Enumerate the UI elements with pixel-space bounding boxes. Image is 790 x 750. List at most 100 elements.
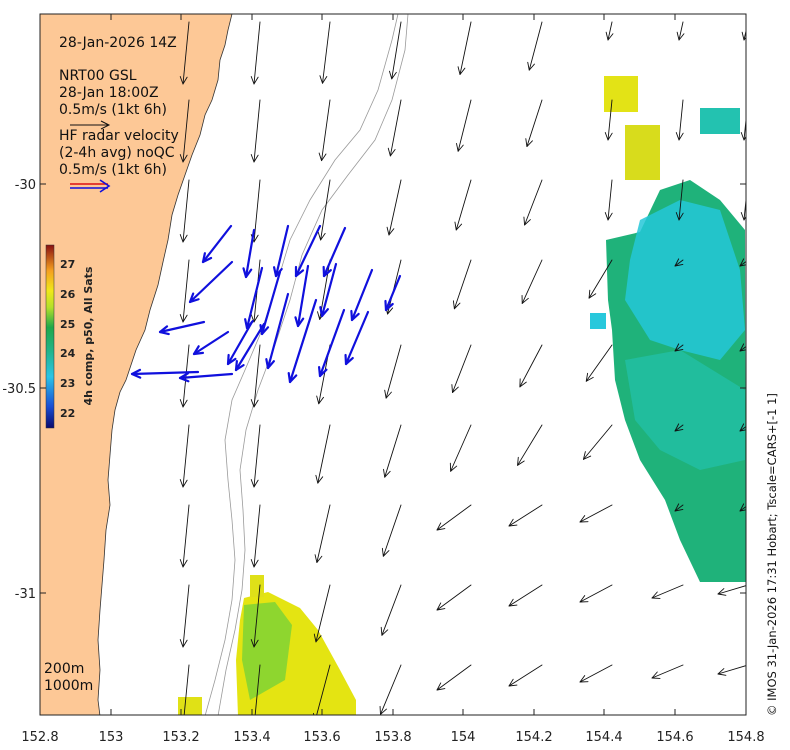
model-arrow bbox=[179, 259, 190, 323]
x-tick-152-8: 152.8 bbox=[21, 730, 58, 745]
x-tick-154-4: 154.4 bbox=[585, 730, 622, 745]
x-tick-154: 154 bbox=[451, 730, 476, 745]
credit-text: © IMOS 31-Jan-2026 17:31 Hobart; Tscale=… bbox=[765, 393, 779, 716]
model-arrow bbox=[741, 28, 746, 41]
radar-arrow bbox=[242, 228, 256, 279]
model-arrow bbox=[319, 21, 331, 84]
isobath-legend-1000m: 1000m bbox=[44, 678, 94, 694]
model-arrow bbox=[314, 504, 331, 563]
model-arrow bbox=[250, 424, 261, 488]
radar-arrow bbox=[265, 292, 290, 370]
radar-legend-arrow bbox=[70, 179, 111, 193]
model-arrow bbox=[179, 21, 190, 85]
isobath-1000m bbox=[217, 14, 409, 715]
sst-patch-south-green bbox=[242, 602, 292, 700]
x-tick-153-6: 153.6 bbox=[303, 730, 340, 745]
model-arrow bbox=[604, 179, 613, 221]
sst-field bbox=[178, 76, 746, 715]
sst-patch-south-top bbox=[250, 575, 264, 597]
model-arrow bbox=[525, 99, 543, 148]
model-arrow bbox=[523, 179, 543, 226]
model-arrow bbox=[315, 424, 331, 484]
model-arrow bbox=[651, 664, 684, 679]
x-tick-154-2: 154.2 bbox=[515, 730, 552, 745]
radar-arrow bbox=[344, 310, 370, 366]
isobath-200m bbox=[204, 14, 399, 715]
model-arrow bbox=[739, 343, 746, 352]
model-arrow bbox=[250, 344, 261, 408]
radar-arrow bbox=[158, 320, 206, 336]
model-arrow bbox=[254, 664, 261, 715]
sst-patch-small bbox=[590, 313, 606, 329]
model-arrow bbox=[318, 99, 331, 162]
model-arrow bbox=[717, 585, 746, 596]
radar-arrow bbox=[287, 298, 318, 384]
model-arrow bbox=[250, 584, 261, 648]
model-legend-name: NRT00 GSL bbox=[59, 68, 137, 84]
colorbar-tick-23: 23 bbox=[60, 377, 75, 390]
colorbar-gradient bbox=[45, 244, 55, 429]
radar-arrow bbox=[317, 308, 346, 378]
model-arrow bbox=[579, 664, 613, 683]
model-arrow bbox=[179, 504, 190, 568]
model-arrow bbox=[436, 584, 472, 611]
y-tick-30: -30 bbox=[15, 178, 36, 193]
land-mass bbox=[40, 14, 233, 715]
colorbar-tick-22: 22 bbox=[60, 407, 75, 420]
model-legend-scale: 0.5m/s (1kt 6h) bbox=[59, 102, 168, 118]
model-arrow bbox=[384, 344, 402, 399]
model-arrow bbox=[519, 344, 543, 388]
model-arrow bbox=[674, 423, 684, 432]
radar-arrow bbox=[130, 368, 200, 379]
model-arrow bbox=[517, 424, 543, 466]
radar-arrow bbox=[201, 224, 233, 264]
model-arrow bbox=[605, 21, 614, 41]
model-arrow bbox=[521, 259, 543, 304]
model-arrow bbox=[527, 21, 543, 71]
y-axis-labels: -30 -30.5 -31 bbox=[2, 178, 36, 602]
model-arrow bbox=[387, 99, 402, 157]
radar-arrow bbox=[178, 372, 234, 383]
model-arrow bbox=[674, 258, 684, 267]
model-current-arrows bbox=[179, 21, 746, 715]
isobath-contours bbox=[204, 14, 409, 715]
model-arrow bbox=[313, 584, 331, 643]
model-arrow bbox=[675, 179, 684, 221]
model-arrow bbox=[179, 99, 190, 163]
model-arrow bbox=[508, 664, 543, 687]
model-arrow bbox=[389, 21, 402, 80]
sst-patch-northeast-cyan bbox=[625, 200, 745, 360]
model-arrow bbox=[604, 99, 613, 141]
model-arrow bbox=[179, 179, 190, 243]
radar-legend-scale: 0.5m/s (1kt 6h) bbox=[59, 162, 168, 178]
model-arrow bbox=[717, 665, 746, 676]
radar-legend-line2: (2-4h avg) noQC bbox=[59, 145, 175, 161]
model-arrow bbox=[674, 503, 684, 512]
x-axis-labels: 152.8 153 153.2 153.4 153.6 153.8 154 15… bbox=[21, 730, 764, 745]
sst-patch-yellow-2 bbox=[625, 125, 660, 180]
colorbar-tick-26: 26 bbox=[60, 288, 76, 301]
model-arrow bbox=[585, 344, 613, 382]
model-arrow bbox=[579, 504, 613, 523]
sst-patch-yellow bbox=[604, 76, 638, 112]
x-tick-153: 153 bbox=[99, 730, 124, 745]
model-arrow bbox=[588, 259, 613, 299]
model-arrow bbox=[183, 664, 190, 715]
x-tick-153-2: 153.2 bbox=[162, 730, 199, 745]
x-tick-153-4: 153.4 bbox=[233, 730, 270, 745]
model-legend-time: 28-Jan 18:00Z bbox=[59, 85, 159, 101]
model-arrow bbox=[579, 584, 613, 603]
model-arrow bbox=[456, 99, 472, 152]
model-arrow bbox=[674, 343, 684, 352]
model-arrow bbox=[451, 344, 472, 393]
model-arrow bbox=[739, 503, 746, 512]
y-tick-30-5: -30.5 bbox=[2, 382, 36, 397]
axis-tick-marks bbox=[39, 14, 747, 715]
isobath-legend-200m: 200m bbox=[44, 661, 85, 677]
model-arrow bbox=[651, 584, 684, 599]
colorbar-tick-25: 25 bbox=[60, 318, 75, 331]
radar-arrow bbox=[294, 264, 310, 328]
x-tick-154-8: 154.8 bbox=[727, 730, 764, 745]
model-arrow bbox=[457, 21, 472, 75]
model-arrow bbox=[454, 179, 472, 231]
